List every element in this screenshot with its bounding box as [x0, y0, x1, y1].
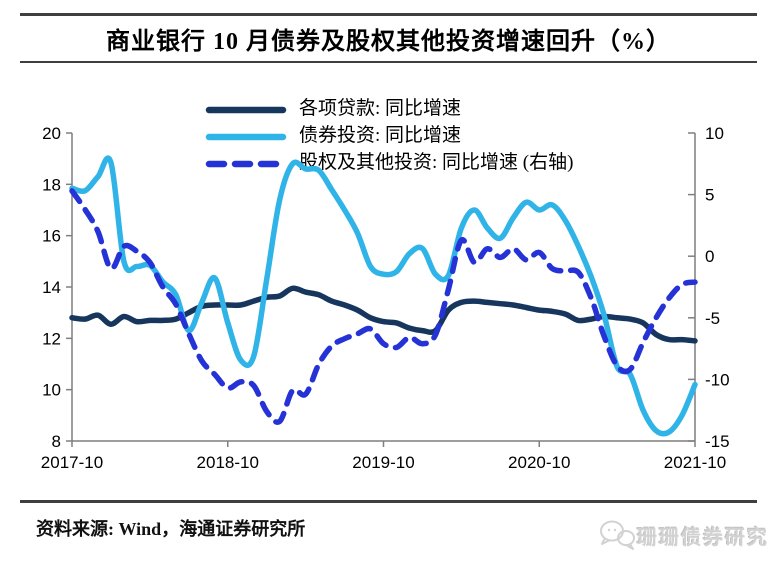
title-bottom-rule	[20, 61, 757, 63]
watermark: 珊珊债券研究	[597, 518, 769, 552]
data-source-note: 资料来源: Wind，海通证券研究所	[36, 519, 306, 539]
line-chart: 20 18 16 14 12 10 8 10 5 0 -5 -10 -15 2017-10 2018-10 2…	[41, 124, 730, 472]
chart-legend: 各项贷款: 同比增速 债券投资: 同比增速 股权及其他投资: 同比增速 (右轴)	[205, 93, 573, 174]
svg-text:2018-10: 2018-10	[197, 453, 259, 472]
svg-text:8: 8	[52, 432, 61, 451]
legend-label-equity: 股权及其他投资: 同比增速 (右轴)	[299, 152, 574, 173]
legend-line-sample-bonds	[205, 129, 287, 140]
svg-text:5: 5	[705, 186, 714, 205]
svg-text:20: 20	[42, 124, 61, 143]
chat-bubbles-icon	[600, 520, 635, 550]
svg-text:2017-10: 2017-10	[41, 453, 103, 472]
legend-item-equity: 股权及其他投资: 同比增速 (右轴)	[205, 147, 573, 174]
page-title: 商业银行 10 月债券及股权其他投资增速回升（%）	[106, 29, 671, 55]
svg-text:-5: -5	[705, 309, 720, 328]
legend-line-sample-loans	[205, 102, 287, 113]
footer-rule	[20, 500, 757, 503]
svg-text:18: 18	[42, 175, 61, 194]
svg-text:10: 10	[705, 124, 724, 143]
legend-line-sample-equity	[205, 156, 287, 167]
legend-item-bonds: 债券投资: 同比增速	[205, 120, 573, 147]
legend-item-loans: 各项贷款: 同比增速	[205, 93, 573, 120]
legend-label-bonds: 债券投资: 同比增速	[299, 125, 462, 146]
svg-text:-15: -15	[705, 432, 730, 451]
svg-text:14: 14	[42, 278, 61, 297]
watermark-text: 珊珊债券研究	[637, 526, 769, 549]
svg-text:2019-10: 2019-10	[352, 453, 414, 472]
svg-text:16: 16	[42, 227, 61, 246]
svg-text:10: 10	[42, 381, 61, 400]
svg-text:12: 12	[42, 329, 61, 348]
svg-text:2021-10: 2021-10	[664, 453, 726, 472]
svg-text:0: 0	[705, 247, 714, 266]
legend-label-loans: 各项贷款: 同比增速	[299, 98, 462, 119]
svg-text:2020-10: 2020-10	[508, 453, 570, 472]
title-top-rule	[20, 13, 757, 16]
svg-text:-10: -10	[705, 370, 730, 389]
